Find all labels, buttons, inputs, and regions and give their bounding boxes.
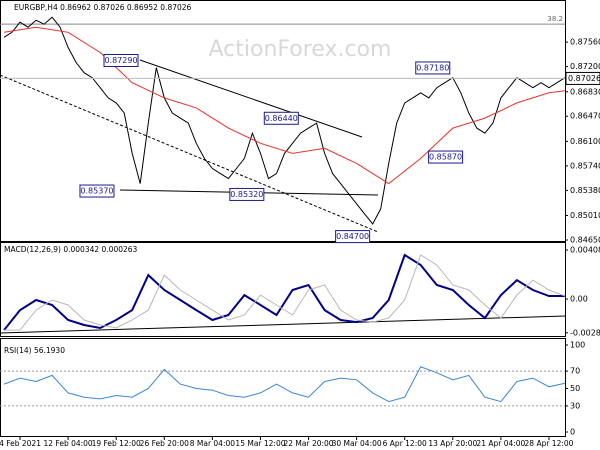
series-line (3, 26, 566, 185)
y-tick-label: 0 (570, 428, 575, 437)
y-tick-label: 0.86470 (570, 112, 600, 121)
y-tick-label: 0.85380 (570, 186, 600, 195)
x-tick-label: 6 Apr 12:00 (383, 439, 427, 448)
panel-title: EURGBP,H4 0.86962 0.87026 0.86952 0.8702… (14, 3, 192, 12)
y-tick-label: 0.85740 (570, 161, 600, 170)
y-tick-label: 0.87560 (570, 38, 600, 47)
x-tick-label: 4 Feb 2021 (0, 439, 41, 448)
macd-frame (0, 242, 566, 337)
series-line (3, 253, 565, 331)
last-price-label: 0.87026 (568, 74, 600, 83)
last-price-box (565, 71, 600, 85)
x-tick-label: 13 Apr 20:00 (428, 439, 477, 448)
y-tick-label: 100 (570, 341, 585, 350)
trend-line (0, 74, 379, 233)
x-tick-label: 28 Apr 12:00 (525, 439, 574, 448)
panel-title: RSI(14) 56.1930 (4, 346, 65, 355)
x-tick-label: 12 Feb 04:00 (44, 439, 93, 448)
annotation-label: 0.87180 (416, 63, 449, 72)
annotation-box (103, 53, 139, 67)
annotation-box (428, 150, 464, 164)
x-tick-label: 8 Mar 04:00 (190, 439, 236, 448)
y-tick-label: 0.84650 (570, 236, 600, 245)
annotation-box (415, 61, 451, 75)
annotation-label: 0.85870 (429, 153, 462, 162)
annotation-box (263, 111, 299, 125)
series-line (4, 254, 566, 331)
trend-line (139, 59, 363, 138)
annotation-label: 0.87290 (104, 56, 137, 65)
annotation-label: 0.85320 (230, 190, 263, 199)
annotation-box (229, 187, 265, 201)
annotation-label: 0.85370 (80, 187, 113, 196)
x-tick-label: 22 Mar 20:00 (284, 439, 334, 448)
price-frame (0, 0, 566, 242)
x-tick-label: 30 Mar 04:00 (332, 439, 382, 448)
rsi-frame (0, 338, 566, 437)
annotation-label: 0.86440 (265, 114, 298, 123)
trend-line (0, 315, 566, 334)
x-tick-label: 19 Feb 12:00 (92, 439, 141, 448)
y-tick-label: -0.00282 (570, 328, 600, 337)
y-tick-label: 50 (570, 384, 580, 393)
x-tick-label: 26 Feb 20:00 (140, 439, 189, 448)
y-tick-label: 0.86100 (570, 137, 600, 146)
series-line (3, 366, 566, 403)
watermark: ActionForex.com (209, 37, 392, 62)
y-tick-label: 0.87200 (570, 62, 600, 71)
series-line (3, 16, 566, 225)
y-tick-label: 0.86830 (570, 87, 600, 96)
y-tick-label: 30 (570, 401, 580, 410)
y-tick-label: 0.00 (570, 295, 588, 304)
x-tick-label: 15 Mar 12:00 (235, 439, 285, 448)
x-tick-label: 21 Apr 04:00 (476, 439, 525, 448)
fib-label: 38.2 (547, 15, 563, 23)
annotation-box (79, 184, 115, 198)
panel-title: MACD(12,26,9) 0.000342 0.000263 (4, 245, 138, 254)
y-tick-label: 0.004088 (570, 246, 600, 255)
annotation-box (335, 230, 371, 244)
annotation-label: 0.84700 (336, 232, 369, 241)
y-tick-label: 0.85010 (570, 211, 600, 220)
y-tick-label: 70 (570, 367, 580, 376)
